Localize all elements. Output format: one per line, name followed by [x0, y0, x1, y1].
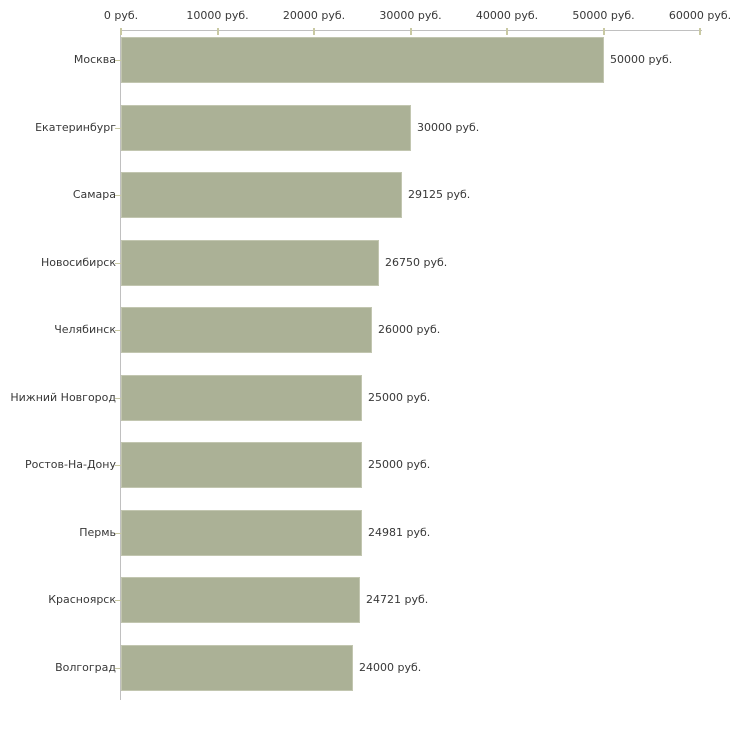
- bar: [121, 375, 362, 421]
- x-axis-tick-label: 60000 руб.: [668, 9, 730, 22]
- y-axis-line: [120, 30, 121, 700]
- x-axis-tick-label: 20000 руб.: [282, 9, 346, 22]
- value-label: 29125 руб.: [408, 188, 471, 201]
- x-axis-line: [121, 30, 702, 31]
- value-label: 26750 руб.: [385, 256, 448, 269]
- category-label: Екатеринбург: [35, 121, 116, 134]
- category-label: Ростов-На-Дону: [24, 458, 116, 471]
- value-label: 24981 руб.: [368, 526, 431, 539]
- bar: [121, 577, 360, 623]
- x-axis-tick-mark: [120, 28, 122, 35]
- x-axis-tick-mark: [313, 28, 315, 35]
- y-axis-tick-mark: [115, 398, 121, 399]
- y-axis-tick-mark: [115, 330, 121, 331]
- x-axis-tick-mark: [216, 28, 219, 35]
- y-axis-tick-mark: [115, 128, 121, 129]
- x-axis-tick-mark: [506, 28, 508, 35]
- y-axis-tick-mark: [115, 600, 121, 601]
- y-axis-tick-mark: [115, 60, 121, 61]
- y-axis-tick-mark: [115, 263, 121, 264]
- category-label: Москва: [73, 53, 116, 66]
- x-axis-tick-label: 50000 руб.: [572, 9, 635, 22]
- value-label: 26000 руб.: [378, 323, 441, 336]
- category-label: Нижний Новгород: [10, 391, 116, 404]
- value-label: 24000 руб.: [359, 661, 422, 674]
- category-label: Волгоград: [55, 661, 116, 674]
- y-axis-tick-mark: [115, 533, 121, 534]
- x-axis-tick-mark: [699, 28, 701, 35]
- category-label: Новосибирск: [40, 256, 116, 269]
- bar: [121, 307, 372, 353]
- bar: [121, 172, 402, 218]
- y-axis-tick-mark: [115, 195, 121, 196]
- x-axis-tick-label: 40000 руб.: [475, 9, 539, 22]
- bar: [121, 645, 353, 691]
- y-axis-tick-mark: [115, 668, 121, 669]
- value-label: 50000 руб.: [610, 53, 673, 66]
- bar: [121, 105, 411, 151]
- x-axis-tick-label: 10000 руб.: [186, 9, 249, 22]
- bar: [121, 510, 362, 556]
- y-axis-tick-mark: [115, 465, 121, 466]
- category-label: Челябинск: [54, 323, 116, 336]
- value-label: 30000 руб.: [417, 121, 480, 134]
- x-axis-tick-label: 0 руб.: [103, 9, 139, 22]
- value-label: 25000 руб.: [368, 458, 431, 471]
- value-label: 24721 руб.: [366, 593, 429, 606]
- x-axis-tick-mark: [409, 28, 412, 35]
- bar: [121, 442, 362, 488]
- bar: [121, 240, 379, 286]
- x-axis-tick-mark: [602, 28, 605, 35]
- category-label: Красноярск: [48, 593, 116, 606]
- category-label: Пермь: [79, 526, 116, 539]
- category-label: Самара: [72, 188, 116, 201]
- bar: [121, 37, 604, 83]
- x-axis-tick-label: 30000 руб.: [379, 9, 442, 22]
- value-label: 25000 руб.: [368, 391, 431, 404]
